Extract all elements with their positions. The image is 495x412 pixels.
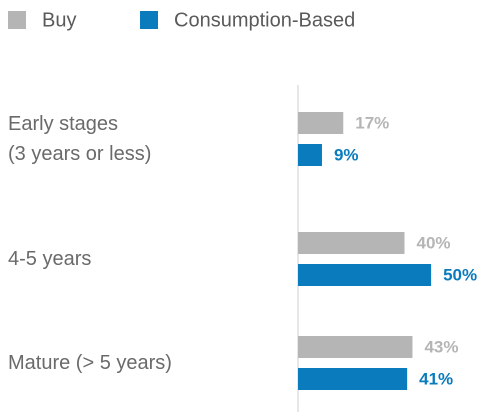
legend-swatch: [8, 11, 26, 29]
value-label: 43%: [424, 337, 458, 356]
legend-label: Consumption-Based: [174, 9, 355, 31]
bar: [298, 336, 413, 358]
legend-swatch: [140, 11, 158, 29]
value-label: 50%: [443, 265, 477, 284]
value-label: 17%: [355, 113, 389, 132]
bar: [298, 368, 408, 390]
category-label: Early stages (3 years or less): [8, 113, 152, 165]
value-label: 41%: [419, 369, 453, 388]
bar: [298, 232, 405, 254]
category-label: 4-5 years: [8, 248, 92, 270]
category-label: Mature (> 5 years): [8, 352, 172, 374]
legend-label: Buy: [42, 9, 76, 31]
bar: [298, 144, 322, 166]
bar: [298, 264, 432, 286]
bar: [298, 112, 344, 134]
value-label: 40%: [416, 233, 450, 252]
value-label: 9%: [334, 145, 359, 164]
